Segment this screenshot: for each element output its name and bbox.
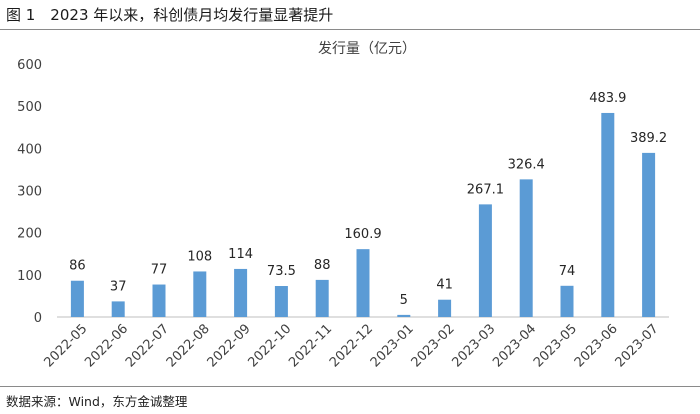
source-divider bbox=[0, 386, 700, 387]
x-tick-label: 2023-01 bbox=[368, 321, 417, 370]
y-tick-label: 500 bbox=[17, 100, 42, 115]
data-label: 37 bbox=[110, 279, 127, 294]
data-label: 483.9 bbox=[589, 91, 626, 106]
y-tick-label: 600 bbox=[17, 58, 42, 73]
x-tick-label: 2023-02 bbox=[409, 321, 458, 370]
y-tick-label: 200 bbox=[17, 227, 42, 242]
data-label: 114 bbox=[228, 247, 253, 262]
y-tick-label: 100 bbox=[17, 269, 42, 284]
data-label: 88 bbox=[314, 258, 331, 273]
x-tick-label: 2022-11 bbox=[286, 321, 335, 370]
bar-2022-08 bbox=[193, 271, 207, 317]
data-label: 77 bbox=[151, 263, 168, 278]
data-label: 326.4 bbox=[508, 157, 545, 172]
bar-2023-06 bbox=[601, 112, 615, 317]
x-tick-label: 2023-03 bbox=[449, 321, 498, 370]
x-tick-label: 2022-06 bbox=[82, 321, 131, 370]
data-label: 74 bbox=[559, 264, 576, 279]
x-tick-label: 2022-08 bbox=[164, 321, 213, 370]
data-label: 73.5 bbox=[267, 264, 296, 279]
x-tick-label: 2022-10 bbox=[245, 321, 294, 370]
chart-title: 发行量（亿元） bbox=[318, 41, 416, 57]
x-tick-label: 2022-07 bbox=[123, 321, 172, 370]
data-label: 41 bbox=[436, 278, 453, 293]
bar-2023-03 bbox=[478, 204, 492, 317]
y-tick-label: 400 bbox=[17, 142, 42, 157]
bar-2023-04 bbox=[519, 179, 533, 317]
data-label: 86 bbox=[69, 259, 86, 274]
bar-2022-05 bbox=[70, 280, 84, 317]
bar-2022-11 bbox=[315, 279, 329, 317]
bar-2023-05 bbox=[560, 285, 574, 317]
figure-title: 图 1 2023 年以来，科创债月均发行量显著提升 bbox=[6, 6, 334, 24]
bar-2022-10 bbox=[274, 286, 288, 317]
x-axis-labels: 2022-052022-062022-072022-082022-092022-… bbox=[41, 321, 661, 370]
y-axis: 0 100 200 300 400 500 600 bbox=[17, 58, 42, 326]
bar-2022-07 bbox=[152, 284, 166, 317]
bar-chart: 发行量（亿元） 0 100 200 300 400 500 600 86 37 77 108 114… bbox=[17, 41, 669, 370]
x-tick-label: 2022-09 bbox=[205, 321, 254, 370]
x-tick-label: 2023-07 bbox=[613, 321, 662, 370]
source-note: 数据来源：Wind，东方金诚整理 bbox=[6, 394, 188, 409]
x-tick-label: 2023-05 bbox=[531, 321, 580, 370]
x-tick-label: 2023-04 bbox=[490, 321, 539, 370]
y-tick-label: 300 bbox=[17, 185, 42, 200]
x-tick-label: 2023-06 bbox=[572, 321, 621, 370]
bar-2023-01 bbox=[397, 314, 411, 317]
title-divider bbox=[0, 29, 700, 30]
bar-2022-06 bbox=[111, 301, 125, 317]
value-labels: 86 37 77 108 114 73.5 88 160.9 5 41 267.1 326.4 74 48… bbox=[69, 91, 667, 308]
x-tick-label: 2022-05 bbox=[41, 321, 90, 370]
bar-2022-12 bbox=[356, 249, 370, 317]
bars bbox=[70, 112, 656, 317]
data-label: 389.2 bbox=[630, 131, 667, 146]
y-tick-label: 0 bbox=[34, 311, 42, 326]
bar-2023-07 bbox=[642, 152, 656, 317]
bar-2023-02 bbox=[438, 299, 452, 317]
data-label: 5 bbox=[400, 293, 408, 308]
data-label: 267.1 bbox=[467, 182, 504, 197]
data-label: 108 bbox=[187, 249, 212, 264]
bar-2022-09 bbox=[234, 268, 248, 317]
data-label: 160.9 bbox=[344, 227, 381, 242]
x-tick-label: 2022-12 bbox=[327, 321, 376, 370]
